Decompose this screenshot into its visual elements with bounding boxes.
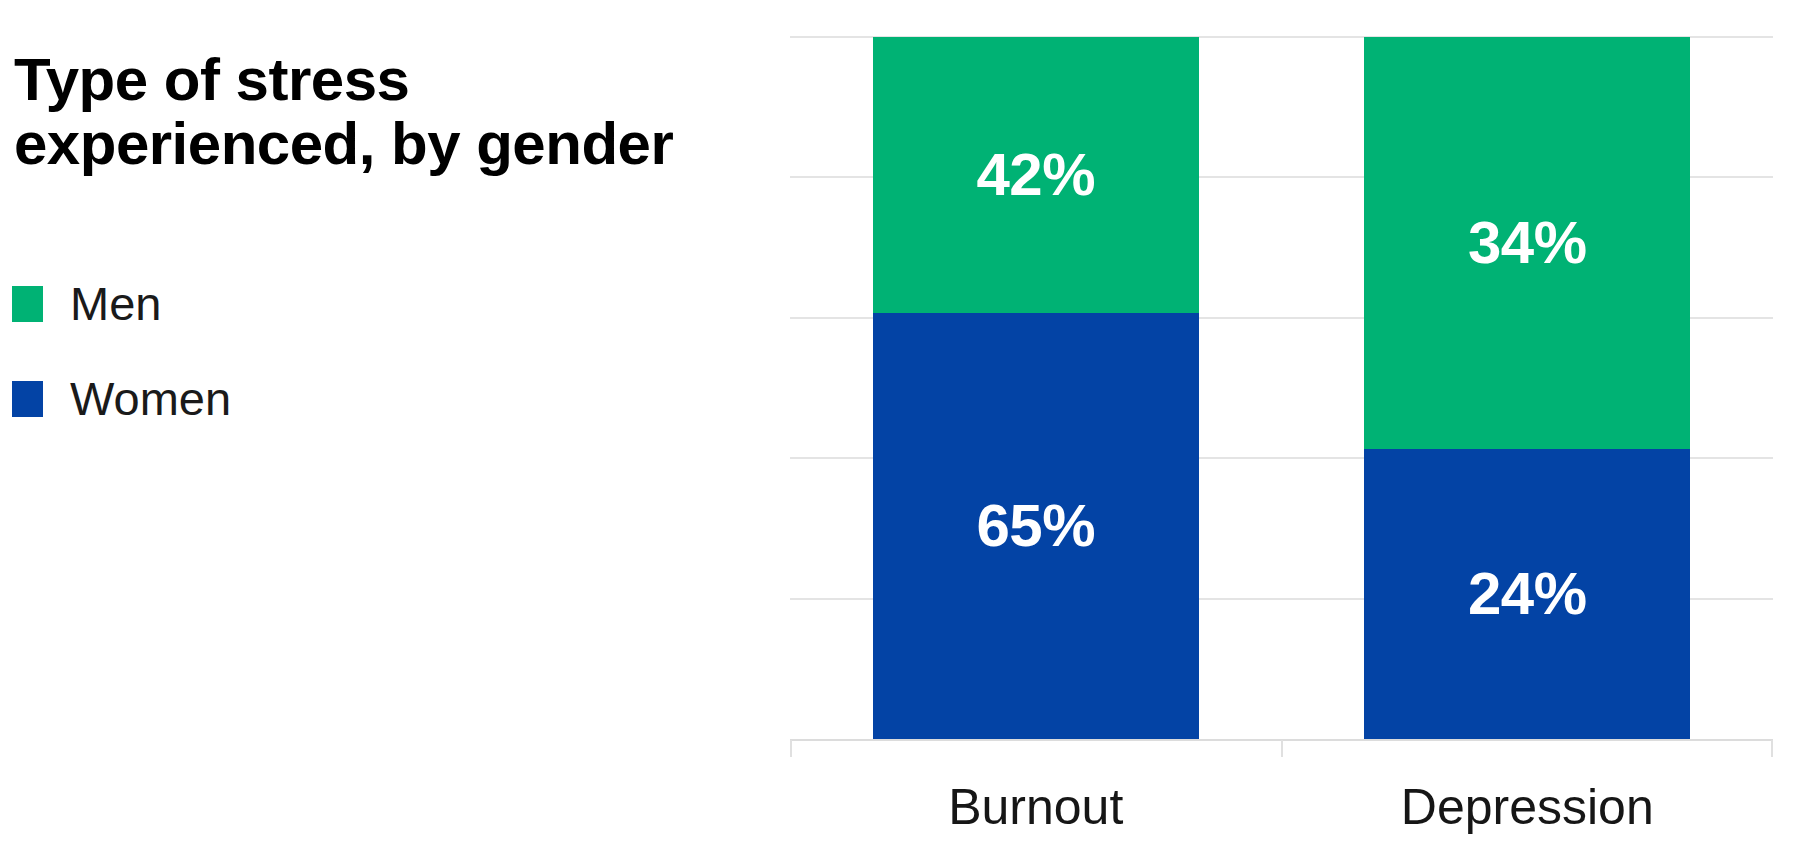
chart-title-line-2: experienced, by gender (14, 112, 673, 176)
segment-value-label: 65% (976, 496, 1095, 556)
x-axis-tick (1281, 740, 1283, 757)
segment-men-burnout: 42% (873, 37, 1199, 313)
x-axis-tick (790, 740, 792, 757)
chart-canvas: Type of stress experienced, by gender Me… (0, 0, 1796, 844)
category-label-depression: Depression (1364, 777, 1690, 837)
chart-title: Type of stress experienced, by gender (14, 48, 673, 176)
plot-area: 42% 65% Burnout 34% 24% Depression (790, 37, 1773, 844)
legend-label-women: Women (70, 375, 231, 422)
category-label-burnout: Burnout (873, 777, 1199, 837)
segment-value-label: 24% (1468, 564, 1587, 624)
segment-women-depression: 24% (1364, 449, 1690, 739)
chart-title-line-1: Type of stress (14, 48, 673, 112)
segment-value-label: 42% (976, 145, 1095, 205)
x-axis-tick (1771, 740, 1773, 757)
legend-label-men: Men (70, 280, 161, 327)
segment-men-depression: 34% (1364, 37, 1690, 449)
men-color-swatch (12, 286, 43, 322)
segment-value-label: 34% (1468, 213, 1587, 273)
legend-item-men: Men (12, 280, 161, 327)
stacked-bar-burnout: 42% 65% (873, 37, 1199, 739)
stacked-bar-depression: 34% 24% (1364, 37, 1690, 739)
women-color-swatch (12, 381, 43, 417)
segment-women-burnout: 65% (873, 313, 1199, 739)
legend-item-women: Women (12, 375, 231, 422)
